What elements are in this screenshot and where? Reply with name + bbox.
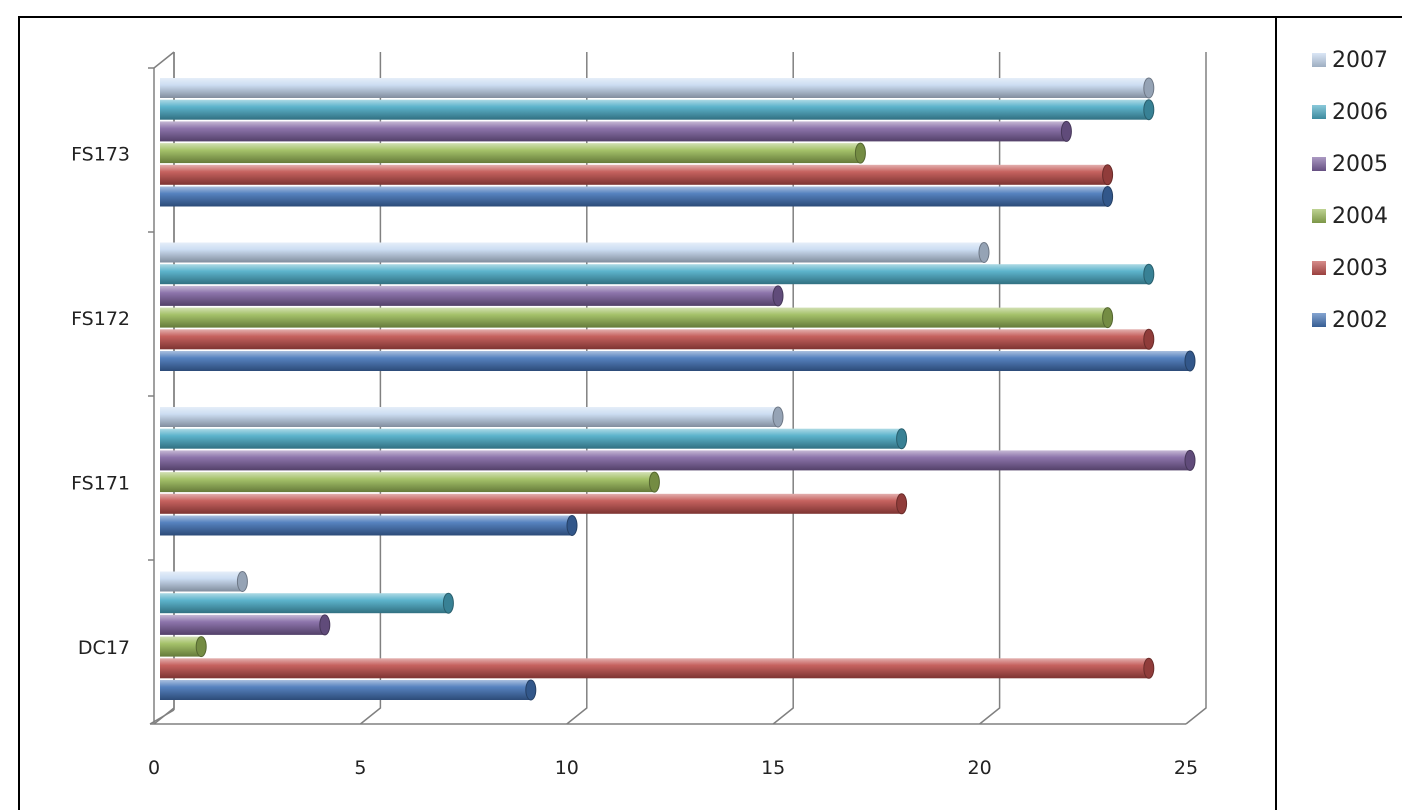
bar bbox=[160, 285, 784, 307]
bar bbox=[160, 636, 207, 658]
legend-divider bbox=[1275, 16, 1277, 810]
bar bbox=[160, 99, 1155, 121]
y-tick-label: DC17 bbox=[78, 637, 130, 659]
bar bbox=[160, 406, 784, 428]
chart-frame bbox=[18, 16, 1402, 810]
legend-item: 2007 bbox=[1312, 34, 1388, 86]
legend-label: 2002 bbox=[1332, 307, 1388, 333]
x-tick-label: 20 bbox=[968, 757, 992, 779]
bar bbox=[160, 120, 1072, 142]
legend-label: 2006 bbox=[1332, 99, 1388, 125]
bar bbox=[160, 263, 1155, 285]
bar bbox=[160, 350, 1196, 372]
bar bbox=[160, 77, 1155, 99]
x-tick-label: 0 bbox=[148, 757, 160, 779]
legend-label: 2003 bbox=[1332, 255, 1388, 281]
bars-group bbox=[160, 77, 1196, 701]
bar bbox=[160, 142, 866, 164]
legend-swatch bbox=[1312, 261, 1326, 275]
bar bbox=[160, 592, 454, 614]
bar bbox=[160, 428, 908, 450]
bar bbox=[160, 657, 1155, 679]
legend-swatch bbox=[1312, 313, 1326, 327]
bar bbox=[160, 571, 248, 592]
x-tick-label: 10 bbox=[555, 757, 579, 779]
y-tick-label: FS173 bbox=[71, 144, 130, 166]
bar bbox=[160, 614, 331, 636]
legend-label: 2007 bbox=[1332, 47, 1388, 73]
legend-swatch bbox=[1312, 157, 1326, 171]
x-tick-label: 25 bbox=[1174, 757, 1198, 779]
bar bbox=[160, 328, 1155, 350]
x-tick-label: 5 bbox=[354, 757, 366, 779]
bar bbox=[160, 242, 990, 263]
legend-label: 2005 bbox=[1332, 151, 1388, 177]
bar bbox=[160, 164, 1114, 186]
bar bbox=[160, 471, 660, 493]
bar bbox=[160, 515, 578, 536]
legend-item: 2005 bbox=[1312, 138, 1388, 190]
legend-item: 2004 bbox=[1312, 190, 1388, 242]
legend-item: 2006 bbox=[1312, 86, 1388, 138]
legend-label: 2004 bbox=[1332, 203, 1388, 229]
bar bbox=[160, 449, 1196, 471]
y-axis-labels: DC17 FS171 FS172 FS173 bbox=[71, 144, 130, 660]
x-tick-label: 15 bbox=[761, 757, 785, 779]
y-tick-label: FS172 bbox=[71, 308, 130, 330]
bar bbox=[160, 493, 908, 515]
grid-line bbox=[979, 52, 1001, 725]
x-axis-ticks: 0 5 10 15 20 25 bbox=[148, 757, 1198, 779]
legend-swatch bbox=[1312, 53, 1326, 67]
legend: 2007 2006 2005 2004 2003 2002 bbox=[1312, 34, 1388, 346]
legend-swatch bbox=[1312, 209, 1326, 223]
grid-line bbox=[1185, 52, 1207, 725]
bar bbox=[160, 307, 1114, 329]
legend-swatch bbox=[1312, 105, 1326, 119]
bar bbox=[160, 186, 1114, 207]
y-tick-label: FS171 bbox=[71, 473, 130, 495]
legend-item: 2003 bbox=[1312, 242, 1388, 294]
legend-item: 2002 bbox=[1312, 294, 1388, 346]
bar bbox=[160, 679, 537, 701]
